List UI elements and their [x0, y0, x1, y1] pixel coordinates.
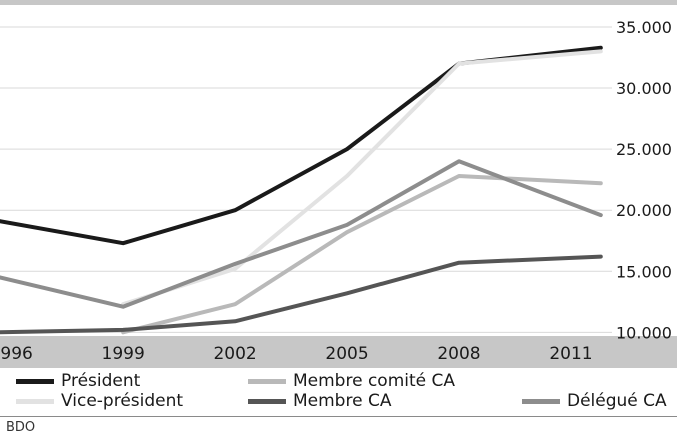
legend-swatch-membre-comite-ca [248, 378, 286, 384]
y-tick-label: 20.000 [616, 201, 672, 220]
legend-swatch-vice-president [16, 398, 54, 404]
y-tick-label: 35.000 [616, 18, 672, 37]
x-axis-band [0, 336, 677, 368]
line-chart: 10.000 15.000 20.000 25.000 30.000 35.000 199… [0, 0, 677, 368]
legend-item-vice-president: Vice-président [16, 390, 183, 412]
y-tick-label: 10.000 [616, 323, 672, 342]
y-axis-ticks: 10.000 15.000 20.000 25.000 30.000 35.000 [616, 18, 672, 342]
x-tick-label: 1996 [0, 344, 33, 364]
legend-swatch-president [16, 378, 54, 384]
series-lines [0, 45, 603, 335]
series-line-membre-ca [0, 254, 603, 335]
legend-label-vice-president: Vice-président [61, 391, 184, 411]
legend-swatch-membre-ca [248, 398, 286, 404]
x-tick-label: 2005 [325, 344, 368, 364]
y-tick-label: 15.000 [616, 262, 672, 281]
legend-label-delegue-ca: Délégué CA [567, 391, 667, 411]
x-tick-label: 2008 [437, 344, 480, 364]
y-axis-band [612, 0, 677, 336]
legend: Président Vice-président Membre comité C… [0, 368, 677, 414]
x-axis-ticks: 1996 1999 2002 2005 2008 2011 [0, 344, 593, 364]
legend-label-membre-comite-ca: Membre comité CA [293, 371, 456, 391]
legend-label-president: Président [61, 371, 141, 391]
legend-item-membre-ca: Membre CA [248, 390, 391, 412]
legend-item-delegue-ca: Délégué CA [522, 390, 667, 412]
x-tick-label: 2011 [549, 344, 592, 364]
legend-item-membre-comite-ca: Membre comité CA [248, 370, 455, 392]
legend-item-president: Président [16, 370, 140, 392]
y-tick-label: 25.000 [616, 140, 672, 159]
top-band [0, 0, 677, 5]
y-tick-label: 30.000 [616, 79, 672, 98]
plot-area [0, 0, 612, 336]
series-line-delegue-ca [0, 159, 603, 309]
legend-label-membre-ca: Membre CA [293, 391, 392, 411]
x-tick-label: 1999 [102, 344, 145, 364]
series-line-vice-president [121, 49, 603, 307]
x-tick-label: 2002 [213, 344, 256, 364]
legend-divider [0, 416, 677, 417]
legend-swatch-delegue-ca [522, 398, 560, 404]
source-label: BDO [6, 420, 36, 435]
